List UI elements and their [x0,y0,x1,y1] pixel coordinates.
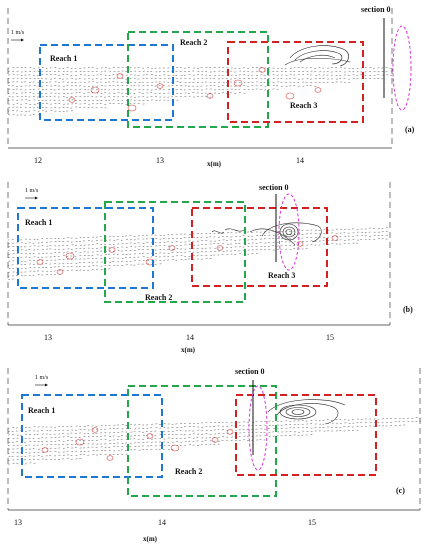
scale-label-c: 1 m/s [35,375,49,381]
reach-2-label-c: Reach 2 [175,467,202,476]
tick-c-2: 15 [308,518,316,527]
panel-label-b: (b) [403,305,413,314]
tick-a-0: 12 [34,156,42,165]
reach-3-box-b [192,208,327,286]
tick-b-2: 15 [326,333,334,342]
tick-c-0: 13 [14,518,22,527]
eddy-loop [37,260,43,265]
tick-a-1: 13 [156,156,164,165]
eddy-loop [169,246,175,251]
reach-3-label-b: Reach 3 [268,271,295,280]
eddy-loop [207,94,213,99]
eddy-loop [315,88,321,93]
reach-2-label-b: Reach 2 [145,293,172,302]
eddy-loop [147,434,153,439]
section-ellipse-a [393,26,411,110]
reach-1-label-c: Reach 1 [28,406,55,415]
eddy-loop [42,448,48,453]
scale-arrow-a [11,39,24,42]
eddies-b [37,236,338,275]
scale-label-b: 1 m/s [25,188,39,194]
eddy-loop [76,439,84,445]
reach-3-label-a: Reach 3 [290,101,317,110]
eddy-loop [259,68,265,73]
axis-label-a: x(m) [207,160,222,168]
scale-arrow-b [25,197,38,200]
section-ellipse-c [249,386,267,470]
reach-3-box-a [228,42,363,122]
eddy-loop [117,74,123,79]
eddy-loop [128,105,136,111]
vortex-contours-c [268,400,345,424]
eddy-loop [66,253,74,259]
tick-a-2: 14 [296,156,304,165]
panel-label-c: (c) [396,486,405,495]
reach-1-label-a: Reach 1 [50,54,77,63]
tick-c-1: 14 [158,518,166,527]
reach-2-box-c [128,386,276,496]
scale-arrow-c [35,384,48,387]
vortex-contours-b [212,223,321,245]
panel-b: Reach 1 Reach 2 Reach 3 section 0 1 m/s … [8,182,414,354]
eddy-loop [109,248,115,253]
tick-b-1: 14 [186,333,194,342]
panel-c: Reach 1 Reach 2 section 0 1 m/s (c) 13 1… [8,367,422,543]
eddy-loop [92,428,98,433]
reach-1-label-b: Reach 1 [25,218,52,227]
eddy-loop [157,84,163,89]
flow-field-a [8,67,393,115]
section-0-label-b: section 0 [259,183,289,192]
reach-2-label-a: Reach 2 [180,38,207,47]
axis-label-c: x(m) [143,535,158,543]
eddy-loop [212,438,218,443]
eddy-loop [234,80,242,86]
eddy-loop [227,430,233,435]
panel-a: Reach 1 Reach 2 Reach 3 section 0 1 m/s … [8,5,415,168]
scale-label-a: 1 m/s [11,30,25,36]
eddy-loop [297,242,303,247]
flow-field-b [8,228,388,280]
axis-label-b: x(m) [181,346,196,354]
eddy-loop [91,87,99,93]
eddy-loop [57,270,63,275]
eddy-loop [332,236,338,241]
flow-field-c [8,418,422,465]
eddy-loop [171,445,179,451]
eddy-loop [286,93,294,99]
vortex-contours-a [285,46,350,66]
panel-label-a: (a) [405,125,415,134]
section-0-label-a: section 0 [361,5,391,14]
tick-b-0: 13 [44,333,52,342]
eddy-loop [107,456,113,461]
section-0-label-c: section 0 [235,367,265,376]
